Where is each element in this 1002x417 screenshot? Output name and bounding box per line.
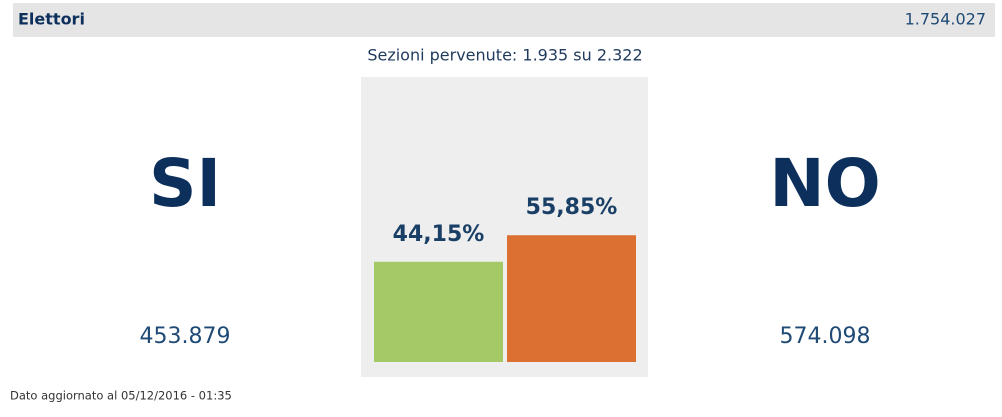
header-value: 1.754.027 [905,10,986,29]
sections-text: Sezioni pervenute: 1.935 su 2.322 [367,46,642,65]
value-label: 55,85% [526,195,618,220]
option-label: SI [149,145,221,222]
vote-count: 453.879 [140,324,231,349]
header-bar [13,3,995,37]
footer-text: Dato aggiornato al 05/12/2016 - 01:35 [10,389,232,403]
vote-count: 574.098 [780,324,871,349]
value-label: 44,15% [393,222,485,247]
option-label: NO [769,145,880,222]
bar [507,235,636,362]
header-label: Elettori [18,10,85,29]
bar [374,261,503,362]
